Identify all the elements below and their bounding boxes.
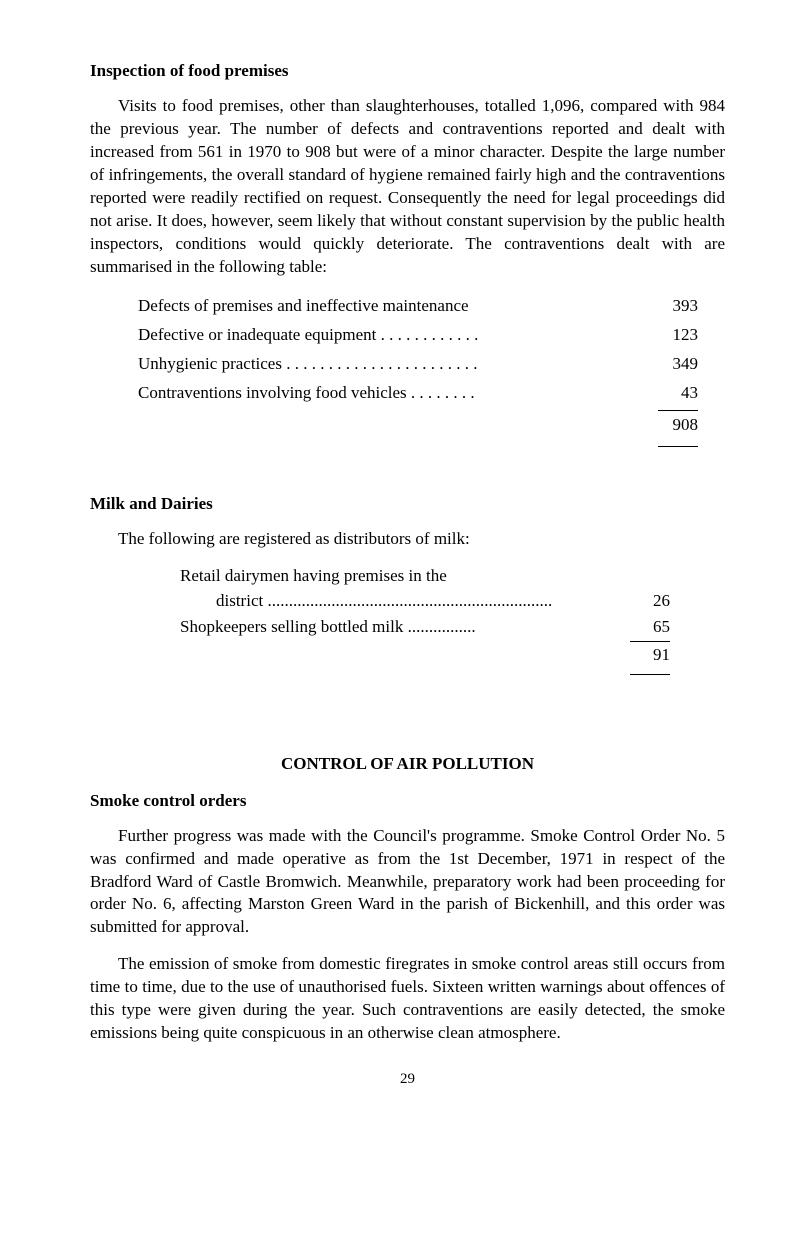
section1-paragraph: Visits to food premises, other than slau… <box>90 95 725 279</box>
row-label: Unhygienic practices . . . . . . . . . .… <box>138 350 477 379</box>
total-rule-bottom <box>658 446 698 447</box>
row-value: 349 <box>648 350 698 379</box>
row-value: 123 <box>648 321 698 350</box>
table-row: Defects of premises and ineffective main… <box>138 292 698 321</box>
row-label: Contraventions involving food vehicles .… <box>138 379 475 408</box>
row-label: Defects of premises and ineffective main… <box>138 292 469 321</box>
page-number: 29 <box>90 1069 725 1089</box>
total-value: 91 <box>630 642 670 668</box>
total-rule-bottom <box>630 674 670 675</box>
row-value: 43 <box>648 379 698 408</box>
row-label: Shopkeepers selling bottled milk .......… <box>180 617 476 636</box>
table-row: Shopkeepers selling bottled milk .......… <box>180 614 670 640</box>
row-label: Defective or inadequate equipment . . . … <box>138 321 478 350</box>
section3-para1: Further progress was made with the Counc… <box>90 825 725 940</box>
section3-heading: Smoke control orders <box>90 790 725 813</box>
defects-table: Defects of premises and ineffective main… <box>138 292 698 446</box>
row-label-line2: district ...............................… <box>180 588 630 614</box>
row-value: 26 <box>630 588 670 614</box>
table-row: Defective or inadequate equipment . . . … <box>138 321 698 350</box>
row-value: 65 <box>630 614 670 640</box>
section2-heading: Milk and Dairies <box>90 493 725 516</box>
section3-title: CONTROL OF AIR POLLUTION <box>90 753 725 776</box>
total-value: 908 <box>648 411 698 440</box>
section3-para2: The emission of smoke from domestic fire… <box>90 953 725 1045</box>
total-row: 908 <box>138 411 698 440</box>
total-row: 91 <box>180 642 670 668</box>
row-value: 393 <box>648 292 698 321</box>
section2-intro: The following are registered as distribu… <box>90 528 725 551</box>
table-row: Unhygienic practices . . . . . . . . . .… <box>138 350 698 379</box>
row-label-line1: Retail dairymen having premises in the <box>180 563 630 589</box>
milk-table: Retail dairymen having premises in the d… <box>180 563 670 675</box>
table-row: Retail dairymen having premises in the d… <box>180 563 670 614</box>
section1-heading: Inspection of food premises <box>90 60 725 83</box>
table-row: Contraventions involving food vehicles .… <box>138 379 698 408</box>
